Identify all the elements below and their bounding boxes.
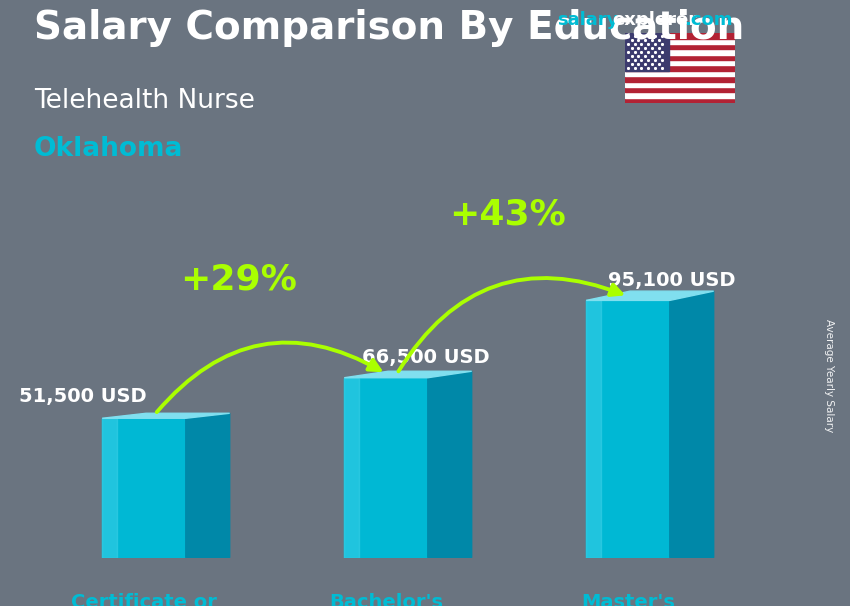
Text: +29%: +29% (180, 262, 297, 296)
Polygon shape (344, 378, 360, 558)
Text: .com: .com (684, 11, 733, 29)
Text: explorer: explorer (612, 11, 697, 29)
Polygon shape (344, 371, 472, 378)
Bar (625, 82, 735, 87)
Text: 66,500 USD: 66,500 USD (362, 348, 490, 367)
Bar (625, 33, 669, 71)
Text: Bachelor's
Degree: Bachelor's Degree (329, 593, 443, 606)
Polygon shape (344, 378, 428, 558)
Text: 95,100 USD: 95,100 USD (609, 271, 736, 290)
Polygon shape (428, 371, 472, 558)
Bar (625, 50, 735, 55)
Bar (625, 98, 735, 103)
Polygon shape (102, 413, 230, 418)
Text: +43%: +43% (449, 198, 565, 232)
Bar (625, 33, 735, 39)
Bar (625, 87, 735, 92)
Bar (625, 44, 735, 50)
Text: 51,500 USD: 51,500 USD (19, 387, 146, 406)
Text: Average Yearly Salary: Average Yearly Salary (824, 319, 834, 432)
Polygon shape (586, 301, 670, 558)
Polygon shape (586, 291, 714, 301)
Bar (625, 60, 735, 65)
Text: Certificate or
Diploma: Certificate or Diploma (71, 593, 217, 606)
Bar (625, 92, 735, 98)
Polygon shape (186, 413, 230, 558)
Polygon shape (102, 418, 117, 558)
Text: salary: salary (557, 11, 618, 29)
Text: Master's
Degree: Master's Degree (581, 593, 675, 606)
Bar (625, 55, 735, 60)
Polygon shape (102, 418, 186, 558)
Bar (625, 76, 735, 82)
Polygon shape (670, 291, 714, 558)
Bar (625, 71, 735, 76)
Bar (625, 65, 735, 71)
Text: Telehealth Nurse: Telehealth Nurse (34, 88, 255, 114)
Bar (625, 39, 735, 44)
Text: Oklahoma: Oklahoma (34, 136, 184, 162)
Polygon shape (586, 301, 601, 558)
Text: Salary Comparison By Education: Salary Comparison By Education (34, 9, 745, 47)
